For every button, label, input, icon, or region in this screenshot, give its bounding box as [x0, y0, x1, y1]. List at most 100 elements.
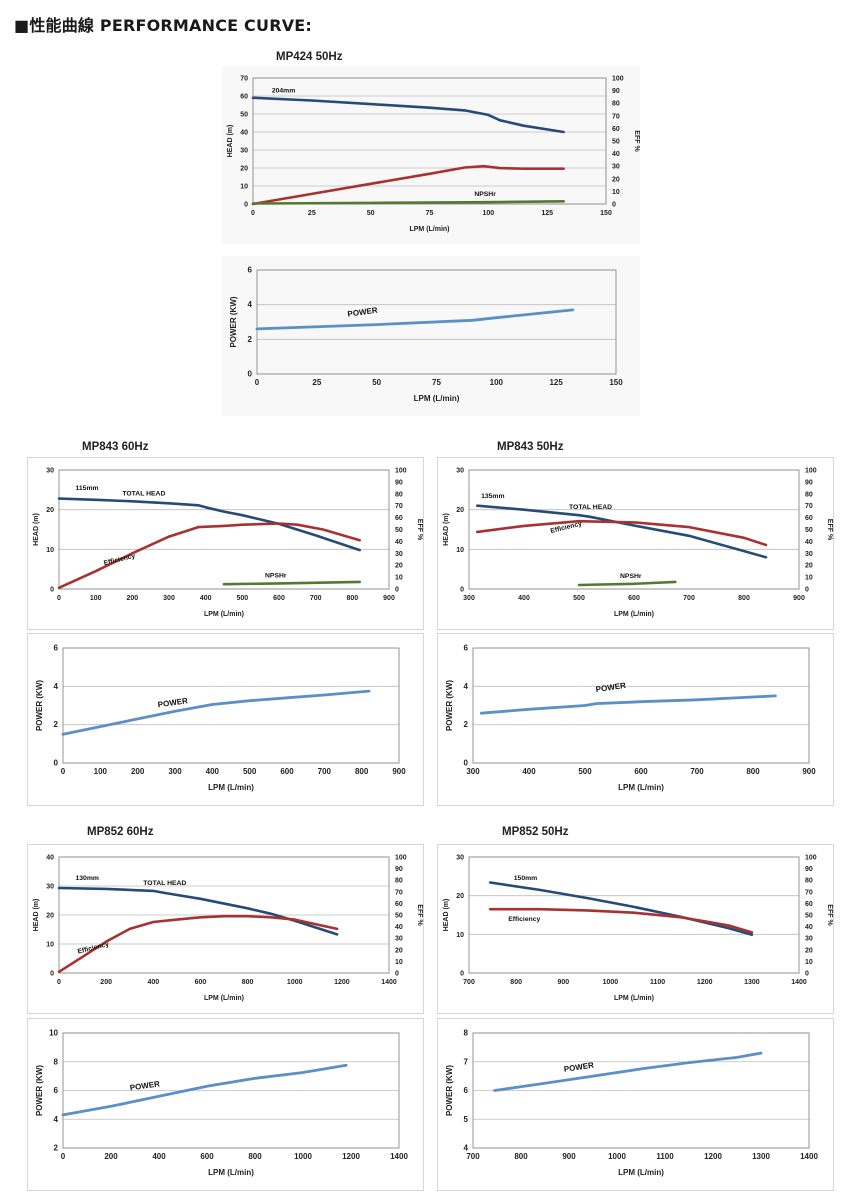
x-tick-label: 0	[57, 595, 61, 602]
x-tick-label: 1400	[791, 979, 807, 986]
y2-tick-label: 20	[395, 947, 403, 954]
x-axis-title: LPM (L/min)	[208, 783, 254, 792]
y-tick-label: 10	[240, 184, 248, 191]
y2-tick-label: 60	[395, 515, 403, 522]
y2-tick-label: 80	[395, 878, 403, 885]
y-axis-title: HEAD (m)	[227, 125, 234, 158]
y2-tick-label: 10	[805, 575, 813, 582]
y-tick-label: 0	[460, 971, 464, 978]
x-tick-label: 0	[61, 1152, 66, 1161]
x-tick-label: 500	[578, 767, 592, 776]
x-tick-label: 150	[609, 378, 623, 387]
x-tick-label: 100	[482, 210, 494, 217]
series-npsh-label: NPSHr	[620, 573, 642, 580]
y-tick-label: 2	[54, 1144, 59, 1153]
series-npsh-label: NPSHr	[265, 572, 287, 579]
series-npsh-line	[251, 200, 565, 205]
mp852-60hz-head-panel: 0 10 20 30 40 0 10 20 30 40 50 60 70 80 90 100 0 200 400 60…	[27, 844, 424, 1014]
mp843-60hz-head-panel: 0 10 20 30 0 10 20 30 40 50 60 70 80 90 100 0 100 200 300 4…	[27, 457, 424, 630]
x-tick-label: 0	[57, 979, 61, 986]
x-tick-label: 800	[746, 767, 760, 776]
y2-tick-label: 90	[395, 866, 403, 873]
mp424-power-panel: 0 2 4 6 0 25 50 75 100 125 150 LPM (L/min) POWER (KW…	[222, 256, 640, 416]
y2-tick-label: 50	[805, 527, 813, 534]
y-tick-label: 0	[54, 759, 59, 768]
y2-tick-label: 40	[395, 539, 403, 546]
x-tick-label: 300	[168, 767, 182, 776]
x-tick-label: 100	[490, 378, 504, 387]
y-axis-title: HEAD (m)	[33, 899, 40, 932]
y2-tick-label: 50	[805, 913, 813, 920]
y2-tick-label: 40	[395, 924, 403, 931]
x-tick-label: 700	[310, 595, 322, 602]
y2-tick-label: 70	[612, 113, 620, 120]
y-tick-label: 6	[54, 1086, 59, 1095]
x-tick-label: 200	[126, 595, 138, 602]
x-tick-label: 300	[163, 595, 175, 602]
y-tick-label: 2	[248, 335, 253, 344]
x-tick-label: 800	[510, 979, 522, 986]
x-tick-label: 1200	[697, 979, 713, 986]
series-head-label: TOTAL HEAD	[569, 504, 612, 511]
y-tick-label: 8	[54, 1057, 59, 1066]
page-heading: ■性能曲線 PERFORMANCE CURVE:	[14, 16, 313, 35]
y2-tick-label: 80	[805, 878, 813, 885]
y2-tick-label: 20	[395, 563, 403, 570]
x-tick-label: 700	[690, 767, 704, 776]
x-tick-label: 800	[242, 979, 254, 986]
y-tick-label: 6	[54, 644, 59, 653]
series-power-label: POWER	[595, 681, 626, 694]
series-power-line	[255, 308, 575, 331]
x-tick-label: 700	[466, 1152, 480, 1161]
series-head-line	[251, 96, 565, 134]
y-tick-label: 20	[46, 507, 54, 514]
y-axis-title: POWER (KW)	[35, 1065, 44, 1116]
y2-tick-label: 80	[805, 491, 813, 498]
x-tick-label: 800	[738, 595, 750, 602]
y2-tick-label: 0	[805, 971, 809, 978]
series-power-line	[61, 689, 371, 736]
plot-frame	[256, 269, 617, 375]
plot-frame	[62, 1032, 400, 1149]
x-tick-label: 500	[236, 595, 248, 602]
y2-axis-title: EFF %	[826, 904, 833, 926]
series-head-line	[57, 497, 362, 552]
chart-title-mp843-60hz: MP843 60Hz	[82, 441, 149, 453]
y2-tick-label: 80	[395, 491, 403, 498]
x-tick-label: 200	[131, 767, 145, 776]
y2-tick-label: 100	[805, 855, 817, 862]
mp424-power-chart: 0 2 4 6 0 25 50 75 100 125 150 LPM (L/min) POWER (KW…	[229, 266, 623, 404]
y2-tick-label: 100	[805, 468, 817, 475]
y-axis-title: POWER (KW)	[229, 296, 238, 347]
series-eff-label: Efficiency	[103, 553, 136, 568]
x-tick-label: 125	[541, 210, 553, 217]
x-tick-label: 400	[522, 767, 536, 776]
y2-tick-label: 70	[395, 503, 403, 510]
x-tick-label: 900	[383, 595, 395, 602]
y2-tick-label: 80	[612, 101, 620, 108]
y2-tick-label: 10	[805, 959, 813, 966]
series-power-line	[61, 1063, 348, 1117]
impeller-size-label: 130mm	[76, 875, 99, 882]
x-tick-label: 50	[367, 210, 375, 217]
y2-tick-label: 0	[805, 587, 809, 594]
mp424-head-panel: 0 10 20 30 40 50 60 70 0 10 20 30 40 50 60 70 80 90 100 0 25…	[222, 66, 640, 244]
x-tick-label: 800	[514, 1152, 528, 1161]
y2-axis-title: EFF %	[416, 904, 423, 926]
y2-tick-label: 50	[395, 527, 403, 534]
series-npsh-line	[222, 580, 362, 586]
y-tick-label: 30	[456, 855, 464, 862]
x-tick-label: 100	[90, 595, 102, 602]
x-tick-label: 75	[426, 210, 434, 217]
x-tick-label: 900	[802, 767, 816, 776]
x-tick-label: 700	[463, 979, 475, 986]
y-tick-label: 20	[240, 166, 248, 173]
y-tick-label: 6	[248, 266, 253, 275]
y-tick-label: 30	[456, 468, 464, 475]
series-power-line	[480, 694, 777, 715]
y-tick-label: 30	[46, 884, 54, 891]
y2-tick-label: 20	[805, 563, 813, 570]
series-eff-line	[251, 164, 565, 206]
series-power-label: POWER	[563, 1061, 594, 1074]
